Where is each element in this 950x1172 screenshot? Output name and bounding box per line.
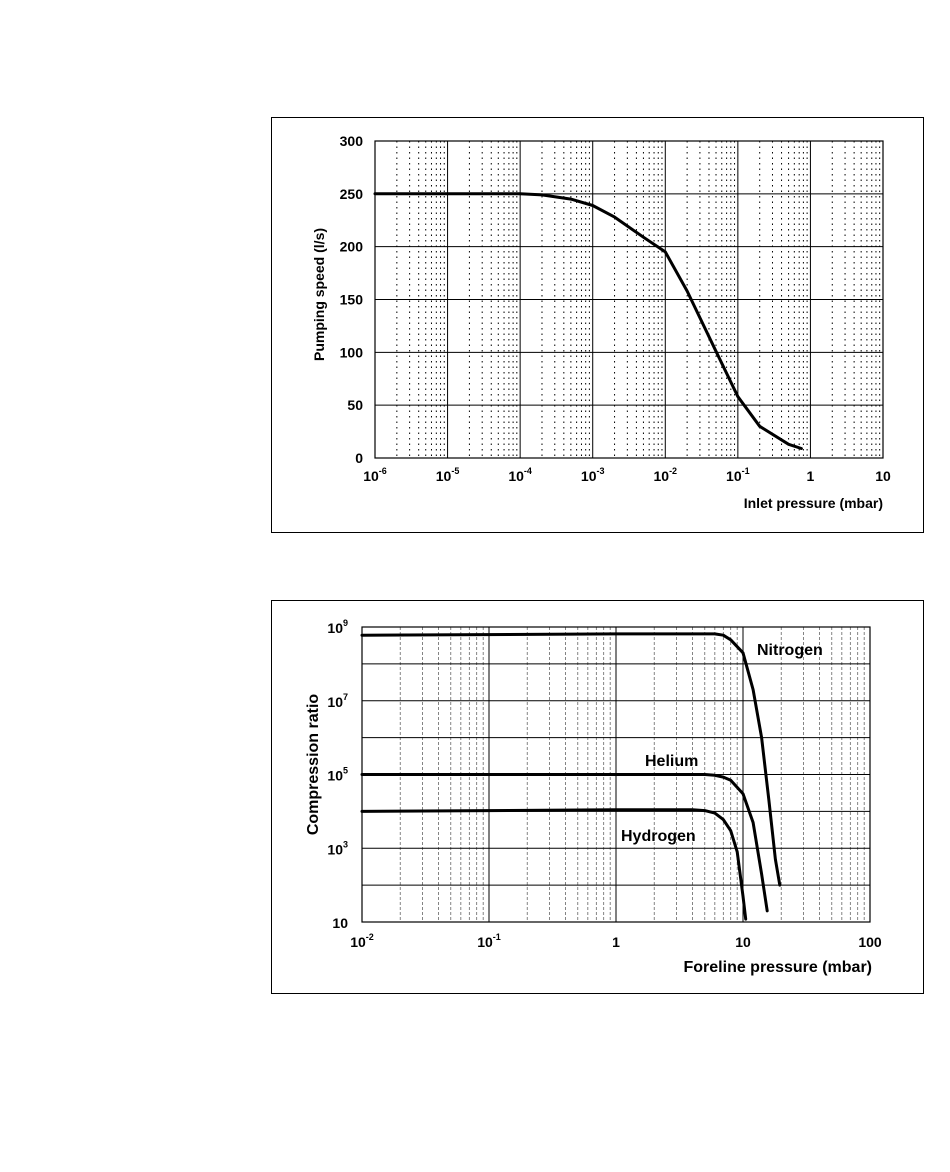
x-tick-label-base: 10 xyxy=(875,468,891,484)
hydrogen-curve xyxy=(360,808,748,921)
y-tick-label-base: 10 xyxy=(332,915,348,931)
x-tick-label-base: 10 xyxy=(350,934,366,950)
x-tick-label-base: 10 xyxy=(653,468,669,484)
y-tick-label-base: 10 xyxy=(327,768,343,784)
y-tick-label: 105 xyxy=(327,766,348,784)
x-tick-label: 10-2 xyxy=(653,466,677,484)
x-tick-label-base: 10 xyxy=(477,934,493,950)
x-tick-label-base: 10 xyxy=(726,468,742,484)
x-tick-label: 10-1 xyxy=(477,932,501,950)
x-tick-label: 10-1 xyxy=(726,466,750,484)
y-tick-label: 250 xyxy=(340,186,364,202)
x-tick-label: 10 xyxy=(735,934,751,950)
x-tick-label-exp: -4 xyxy=(524,466,532,476)
helium-label: Helium xyxy=(645,753,698,770)
x-tick-label-base: 100 xyxy=(858,934,882,950)
y-tick-label: 200 xyxy=(340,239,364,255)
x-tick-label: 10-5 xyxy=(436,466,460,484)
x-tick-label: 10-2 xyxy=(350,932,374,950)
pumping-speed-curve xyxy=(373,192,803,450)
y-tick-label-base: 10 xyxy=(327,620,343,636)
x-tick-label-exp: -3 xyxy=(596,466,604,476)
x-tick-label-exp: -1 xyxy=(742,466,750,476)
x-tick-label: 10-4 xyxy=(508,466,532,484)
y-tick-label-exp: 5 xyxy=(343,766,348,776)
y-tick-label: 103 xyxy=(327,839,348,857)
x-tick-label-base: 1 xyxy=(612,934,620,950)
y-tick-label: 50 xyxy=(347,397,363,413)
y-axis-label: Pumping speed (l/s) xyxy=(311,228,327,361)
y-tick-label: 0 xyxy=(355,450,363,466)
x-tick-label: 10-6 xyxy=(363,466,387,484)
x-tick-label-base: 10 xyxy=(436,468,452,484)
y-tick-label-exp: 3 xyxy=(343,839,348,849)
y-tick-label: 109 xyxy=(327,618,348,636)
helium-curve xyxy=(360,773,769,913)
y-tick-label-base: 10 xyxy=(327,841,343,857)
y-tick-label: 300 xyxy=(340,133,364,149)
x-tick-label-base: 10 xyxy=(508,468,524,484)
y-tick-label-exp: 9 xyxy=(343,618,348,628)
x-tick-label-base: 10 xyxy=(581,468,597,484)
nitrogen-curve xyxy=(360,632,782,887)
y-tick-label-base: 10 xyxy=(327,694,343,710)
x-tick-label-base: 10 xyxy=(363,468,379,484)
x-tick-label-exp: -6 xyxy=(379,466,387,476)
x-tick-label-base: 1 xyxy=(807,468,815,484)
x-tick-label: 10-3 xyxy=(581,466,605,484)
x-tick-label-exp: -1 xyxy=(493,932,501,942)
plot-frame xyxy=(374,140,884,459)
y-axis-label: Compression ratio xyxy=(305,694,322,836)
compression-ratio-panel: 10 103 105 107 109 10-2 10-1 1 10 100 Nitrogen Heli… xyxy=(271,600,924,994)
x-tick-label-exp: -5 xyxy=(451,466,459,476)
hydrogen-label: Hydrogen xyxy=(621,828,696,845)
x-tick-label: 1 xyxy=(807,468,815,484)
x-axis-label: Foreline pressure (mbar) xyxy=(684,959,873,976)
x-axis-label: Inlet pressure (mbar) xyxy=(744,495,883,511)
nitrogen-label: Nitrogen xyxy=(757,642,823,659)
y-tick-label: 10 xyxy=(332,915,348,931)
y-tick-label: 100 xyxy=(340,344,364,360)
x-tick-label-exp: -2 xyxy=(366,932,374,942)
x-tick-label: 1 xyxy=(612,934,620,950)
pumping-speed-panel: 0 50 100 150 200 250 300 10-6 10-5 10-4 10-3 10-2 10… xyxy=(271,117,924,533)
y-tick-label: 107 xyxy=(327,692,348,710)
x-tick-label-exp: -2 xyxy=(669,466,677,476)
x-tick-label: 100 xyxy=(858,934,882,950)
y-tick-label: 150 xyxy=(340,292,364,308)
x-tick-label-base: 10 xyxy=(735,934,751,950)
y-tick-label-exp: 7 xyxy=(343,692,348,702)
x-tick-label: 10 xyxy=(875,468,891,484)
